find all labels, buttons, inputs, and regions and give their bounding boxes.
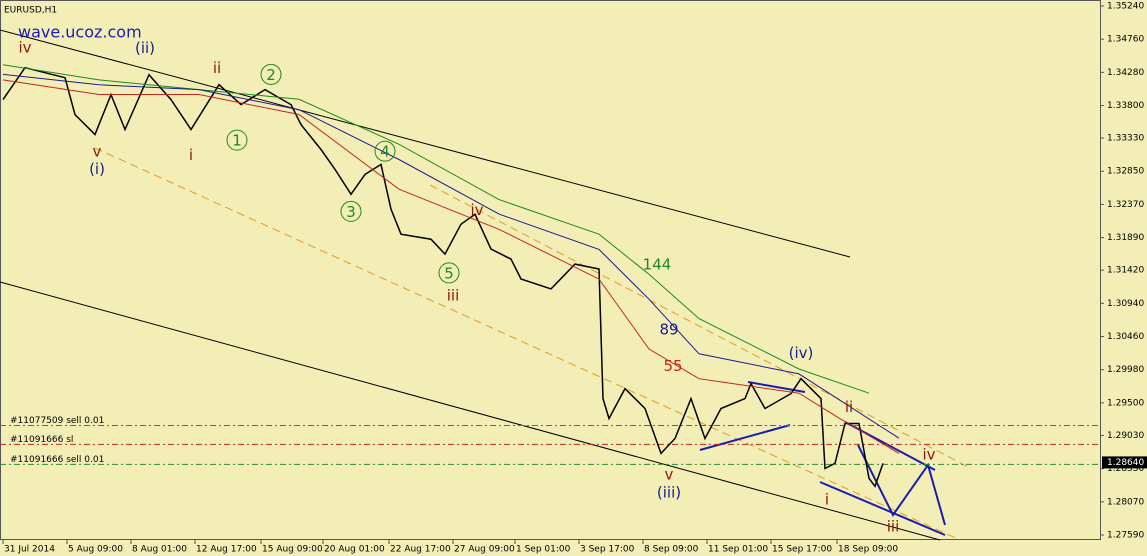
wave-circle	[226, 129, 248, 151]
x-tick-label: 27 Aug 09:00	[454, 545, 515, 555]
y-tick-label: 1.31890	[1107, 233, 1144, 243]
wave-circle	[260, 63, 282, 85]
y-tick-label: 1.34760	[1107, 35, 1144, 45]
order-label: #11091666 sell 0.01	[10, 455, 104, 465]
x-tick-label: 12 Aug 17:00	[196, 545, 257, 555]
wave-label: ii	[845, 398, 853, 416]
wave-label: iv	[18, 38, 31, 56]
wave-label: iii	[887, 518, 900, 536]
wave-label: (iv)	[789, 344, 814, 362]
x-tick-label: 3 Sep 17:00	[580, 545, 635, 555]
x-tick-label: 11 Sep 01:00	[708, 545, 768, 555]
wave-label: iii	[447, 287, 460, 305]
x-tick-label: 1 Sep 01:00	[516, 545, 571, 555]
channel-line	[0, 281, 941, 541]
x-tick-label: 22 Aug 17:00	[390, 545, 451, 555]
y-tick-label: 1.32850	[1107, 167, 1144, 177]
x-tick-label: 8 Sep 09:00	[644, 545, 699, 555]
x-tick-label: 5 Aug 09:00	[68, 545, 123, 555]
y-tick-label: 1.30940	[1107, 299, 1144, 309]
wave-label: iv	[922, 446, 935, 464]
moving-average	[2, 73, 900, 439]
watermark: wave.ucoz.com	[18, 23, 142, 42]
channel-line	[0, 29, 851, 258]
triangle-line	[747, 381, 806, 393]
wave-label: 3	[346, 203, 356, 221]
x-tick-label: 8 Aug 01:00	[132, 545, 187, 555]
wave-label: 144	[643, 255, 672, 273]
wave-label: i	[189, 146, 193, 164]
wave-label: 89	[659, 320, 678, 338]
wave-label: 1	[232, 132, 242, 150]
current-price-box	[1102, 456, 1147, 469]
y-tick-label: 1.29500	[1107, 398, 1144, 408]
dashed-trend	[94, 147, 961, 541]
wave-label: iv	[470, 201, 483, 219]
y-tick-label: 1.29980	[1107, 365, 1144, 375]
wave-circle	[438, 262, 460, 284]
wave-path	[857, 444, 946, 526]
y-tick-label: 1.27590	[1107, 531, 1144, 541]
y-tick-label: 1.28070	[1107, 497, 1144, 507]
wave-circle	[374, 140, 396, 162]
y-tick-label: 1.31420	[1107, 266, 1144, 276]
order-label: #11077509 sell 0.01	[10, 416, 104, 426]
moving-average	[2, 79, 900, 454]
y-tick-label: 1.30460	[1107, 332, 1144, 342]
wave-label: (i)	[89, 160, 105, 178]
wave-label: (iii)	[657, 484, 681, 502]
triangle-line	[699, 424, 791, 451]
moving-average	[2, 64, 870, 394]
order-label: #11091666 sl	[10, 435, 73, 445]
wave-label: 55	[663, 357, 682, 375]
wave-label: i	[825, 491, 829, 509]
y-tick-label: 1.28550	[1107, 464, 1144, 474]
x-tick-label: 18 Sep 09:00	[838, 545, 898, 555]
x-tick-label: 20 Aug 01:00	[324, 545, 385, 555]
y-tick-label: 1.29030	[1107, 431, 1144, 441]
wave-label: 4	[380, 143, 390, 161]
wave-label: 2	[266, 66, 276, 84]
current-price-label: 1.28640	[1107, 458, 1144, 468]
y-tick-label: 1.34280	[1107, 68, 1144, 78]
x-tick-label: 15 Aug 09:00	[262, 545, 323, 555]
wave-label: v	[665, 466, 674, 484]
dashed-trend	[429, 184, 971, 469]
chart-title: EURUSD,H1	[4, 6, 57, 16]
x-tick-label: 31 Jul 2014	[4, 545, 55, 555]
y-tick-label: 1.33330	[1107, 134, 1144, 144]
price-line	[2, 66, 884, 488]
wedge-line	[819, 481, 946, 536]
y-tick-label: 1.32370	[1107, 200, 1144, 210]
wave-label: ii	[213, 59, 221, 77]
drawings	[0, 29, 971, 541]
wave-label: 5	[444, 264, 454, 282]
wave-circle	[340, 200, 362, 222]
wave-label: (ii)	[135, 39, 155, 57]
wave-label: v	[93, 143, 102, 161]
y-tick-label: 1.35240	[1107, 1, 1144, 11]
y-tick-label: 1.33800	[1107, 101, 1144, 111]
x-tick-label: 15 Sep 17:00	[772, 545, 832, 555]
